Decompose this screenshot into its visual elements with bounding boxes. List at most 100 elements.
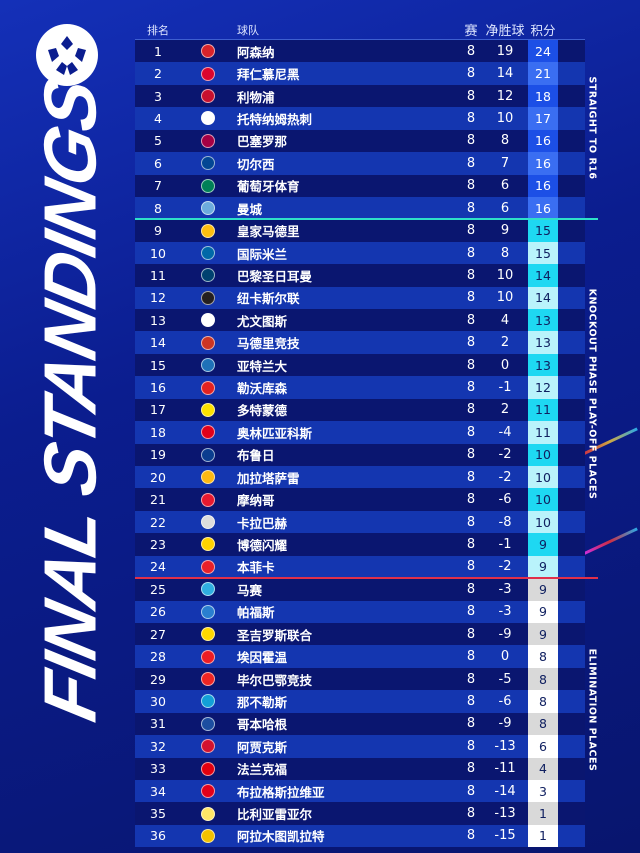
points: 24 — [528, 40, 558, 63]
table-row[interactable]: 35 比利亚雷亚尔 8 -13 1 — [135, 802, 585, 825]
rank: 19 — [150, 447, 166, 463]
goal-difference: 10 — [496, 267, 514, 283]
team-badge-icon — [181, 627, 235, 642]
played: 8 — [466, 514, 476, 530]
rank: 5 — [154, 133, 162, 149]
rank: 13 — [150, 312, 166, 328]
goal-difference: -9 — [498, 626, 512, 642]
table-row[interactable]: 22 卡拉巴赫 8 -8 10 — [135, 510, 585, 534]
table-row[interactable]: 27 圣吉罗斯联合 8 -9 9 — [135, 622, 585, 646]
points: 15 — [528, 219, 558, 242]
points: 8 — [528, 667, 558, 691]
played: 8 — [466, 110, 476, 126]
table-row[interactable]: 32 阿贾克斯 8 -13 6 — [135, 735, 585, 758]
rank: 22 — [150, 514, 166, 530]
goal-difference: 2 — [500, 402, 510, 418]
table-row[interactable]: 26 帕福斯 8 -3 9 — [135, 600, 585, 623]
team-badge-icon — [181, 784, 235, 799]
table-header: 排名 球队 赛 净胜球 积分 — [135, 20, 585, 40]
table-row[interactable]: 11 巴黎圣日耳曼 8 10 14 — [135, 264, 585, 287]
table-row[interactable]: 31 哥本哈根 8 -9 8 — [135, 712, 585, 736]
goal-difference: -5 — [498, 671, 512, 687]
team-name: 阿森纳 — [237, 44, 275, 60]
played: 8 — [466, 88, 476, 104]
header-points: 积分 — [530, 23, 556, 38]
played: 8 — [466, 335, 476, 351]
team-name: 布鲁日 — [237, 448, 275, 464]
goal-difference: 19 — [496, 43, 514, 59]
points: 9 — [528, 600, 558, 623]
table-row[interactable]: 30 那不勒斯 8 -6 8 — [135, 690, 585, 713]
header-team: 球队 — [237, 23, 259, 37]
rank: 31 — [150, 716, 166, 732]
points: 14 — [528, 264, 558, 287]
table-row[interactable]: 14 马德里竞技 8 2 13 — [135, 331, 585, 354]
rank: 23 — [150, 536, 166, 552]
table-row[interactable]: 10 国际米兰 8 8 15 — [135, 241, 585, 265]
rank: 36 — [150, 828, 166, 844]
table-row[interactable]: 21 摩纳哥 8 -6 10 — [135, 488, 585, 511]
table-row[interactable]: 20 加拉塔萨雷 8 -2 10 — [135, 466, 585, 489]
team-name: 马德里竞技 — [237, 336, 300, 352]
played: 8 — [466, 402, 476, 418]
team-badge-icon — [181, 111, 235, 126]
goal-difference: -3 — [498, 604, 512, 620]
table-row[interactable]: 29 毕尔巴鄂竞技 8 -5 8 — [135, 667, 585, 691]
team-badge-icon — [181, 604, 235, 619]
table-row[interactable]: 4 托特纳姆热刺 8 10 17 — [135, 107, 585, 130]
rank: 27 — [150, 626, 166, 642]
table-row[interactable]: 6 切尔西 8 7 16 — [135, 152, 585, 175]
rank: 28 — [150, 649, 166, 665]
points: 8 — [528, 690, 558, 713]
table-row[interactable]: 34 布拉格斯拉维亚 8 -14 3 — [135, 779, 585, 803]
played: 8 — [466, 424, 476, 440]
table-row[interactable]: 1 阿森纳 8 19 24 — [135, 40, 585, 63]
played: 8 — [466, 43, 476, 59]
team-badge-icon — [181, 559, 235, 574]
table-row[interactable]: 36 阿拉木图凯拉特 8 -15 1 — [135, 824, 585, 848]
table-row[interactable]: 7 葡萄牙体育 8 6 16 — [135, 174, 585, 197]
rank: 9 — [154, 223, 162, 239]
team-name: 卡拉巴赫 — [237, 515, 288, 531]
rank: 33 — [150, 761, 166, 777]
header-played: 赛 — [464, 24, 478, 39]
points: 18 — [528, 84, 558, 108]
table-row[interactable]: 25 马赛 8 -3 9 — [135, 578, 585, 601]
goal-difference: -1 — [498, 536, 512, 552]
table-row[interactable]: 33 法兰克福 8 -11 4 — [135, 757, 585, 780]
table-row[interactable]: 5 巴塞罗那 8 8 16 — [135, 129, 585, 153]
table-row[interactable]: 24 本菲卡 8 -2 9 — [135, 555, 598, 580]
table-row[interactable]: 18 奥林匹亚科斯 8 -4 11 — [135, 421, 585, 444]
team-badge-icon — [181, 268, 235, 283]
team-badge-icon — [181, 515, 235, 530]
team-name: 多特蒙德 — [237, 403, 288, 419]
played: 8 — [466, 738, 476, 754]
table-row[interactable]: 15 亚特兰大 8 0 13 — [135, 353, 585, 377]
goal-difference: 14 — [496, 66, 514, 82]
team-badge-icon — [181, 66, 235, 81]
rank: 35 — [150, 806, 166, 822]
team-badge-icon — [181, 761, 235, 776]
played: 8 — [466, 312, 476, 328]
table-row[interactable]: 3 利物浦 8 12 18 — [135, 84, 585, 108]
table-row[interactable]: 9 皇家马德里 8 9 15 — [135, 219, 585, 242]
rank: 4 — [154, 110, 162, 126]
rank: 25 — [150, 581, 166, 597]
table-row[interactable]: 8 曼城 8 6 16 — [135, 196, 598, 221]
table-row[interactable]: 2 拜仁慕尼黑 8 14 21 — [135, 62, 585, 85]
table-row[interactable]: 13 尤文图斯 8 4 13 — [135, 309, 585, 332]
team-name: 拜仁慕尼黑 — [237, 67, 300, 83]
table-row[interactable]: 17 多特蒙德 8 2 11 — [135, 398, 585, 422]
goal-difference: -6 — [498, 492, 512, 508]
table-row[interactable]: 23 博德闪耀 8 -1 9 — [135, 533, 585, 556]
table-row[interactable]: 28 埃因霍温 8 0 8 — [135, 645, 585, 668]
rank: 3 — [154, 88, 162, 104]
table-row[interactable]: 19 布鲁日 8 -2 10 — [135, 443, 585, 467]
section-label-r16: STRAIGHT TO R16 — [586, 76, 598, 180]
rank: 15 — [150, 357, 166, 373]
rank: 26 — [150, 604, 166, 620]
played: 8 — [466, 806, 476, 822]
goal-difference: 0 — [500, 649, 510, 665]
table-row[interactable]: 16 勒沃库森 8 -1 12 — [135, 376, 585, 399]
table-row[interactable]: 12 纽卡斯尔联 8 10 14 — [135, 286, 585, 310]
